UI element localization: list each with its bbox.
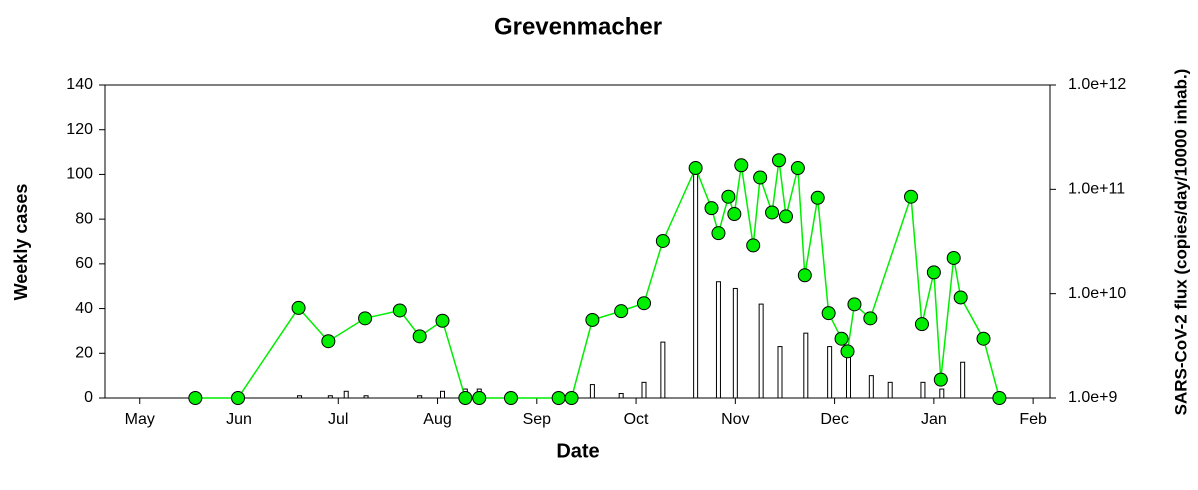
flux-point <box>797 268 812 283</box>
bar <box>440 390 445 399</box>
bar <box>845 352 851 399</box>
bar <box>803 332 809 399</box>
bar <box>589 384 595 399</box>
flux-point <box>926 265 941 280</box>
y-tick-label: 120 <box>66 121 93 138</box>
bar <box>827 346 833 399</box>
y-tick-label: 60 <box>75 255 93 272</box>
bar <box>887 381 893 399</box>
flux-point <box>321 334 336 349</box>
y2-tick-label: 1.0e+12 <box>1068 76 1126 93</box>
x-tick-label: Jun <box>226 411 252 428</box>
flux-point <box>778 209 793 224</box>
bar <box>868 375 874 399</box>
y-tick-label: 40 <box>75 300 93 317</box>
flux-point <box>953 290 968 305</box>
bar <box>715 281 721 399</box>
y2-tick-label: 1.0e+10 <box>1068 285 1126 302</box>
flux-point <box>734 158 749 173</box>
flux-point <box>914 317 929 332</box>
bar <box>297 395 303 399</box>
y-tick-label: 100 <box>66 166 93 183</box>
chart-title: Grevenmacher <box>494 13 662 40</box>
flux-point <box>564 391 579 405</box>
plot-frame <box>104 84 1051 399</box>
flux-point <box>840 344 855 359</box>
y-tick-label: 140 <box>66 76 93 93</box>
y-tick-label: 20 <box>75 345 93 362</box>
bar <box>758 303 764 399</box>
flux-point <box>863 311 878 326</box>
flux-point <box>721 189 736 204</box>
x-tick-label: Dec <box>820 411 848 428</box>
flux-point <box>503 391 518 405</box>
flux-point <box>847 297 862 312</box>
flux-point <box>810 190 825 205</box>
bar <box>693 164 699 399</box>
bar <box>960 361 966 399</box>
y-axis-label: Weekly cases <box>11 184 31 301</box>
flux-point <box>834 331 849 346</box>
flux-point <box>711 226 726 241</box>
x-tick-label: May <box>125 411 155 428</box>
flux-point <box>458 391 473 405</box>
y2-tick-label: 1.0e+9 <box>1068 389 1117 406</box>
y-tick-label: 0 <box>84 389 93 406</box>
x-tick-label: Jan <box>921 411 947 428</box>
flux-point <box>655 233 670 248</box>
bar <box>732 287 738 399</box>
bar <box>939 388 945 399</box>
flux-point <box>472 391 487 405</box>
flux-point <box>637 296 652 311</box>
flux-point <box>821 306 836 321</box>
bar <box>920 381 926 399</box>
bar <box>363 395 369 399</box>
flux-point <box>585 312 600 327</box>
bar <box>417 395 423 399</box>
flux-line <box>195 160 1001 399</box>
flux-point <box>765 205 780 220</box>
x-tick-label: Jul <box>328 411 348 428</box>
flux-point <box>746 238 761 253</box>
flux-point <box>688 161 703 176</box>
y-tick-label: 80 <box>75 210 93 227</box>
x-tick-label: Sep <box>523 411 552 428</box>
flux-point <box>435 313 450 328</box>
flux-point <box>412 329 427 344</box>
bar <box>641 381 647 399</box>
bar <box>618 393 624 399</box>
flux-point <box>231 391 246 405</box>
x-axis-label: Date <box>556 440 599 462</box>
x-tick-label: Oct <box>624 411 649 428</box>
bar <box>327 395 333 399</box>
flux-point <box>291 300 306 315</box>
flux-point <box>904 189 919 204</box>
bar <box>343 390 349 399</box>
flux-point <box>392 303 407 318</box>
flux-point <box>946 250 961 265</box>
flux-point <box>753 170 768 185</box>
bar <box>660 341 666 399</box>
flux-point <box>933 372 948 387</box>
flux-point <box>727 207 742 222</box>
flux-point <box>992 391 1007 405</box>
flux-point <box>614 304 629 319</box>
flux-point <box>772 153 787 168</box>
x-tick-label: Nov <box>721 411 749 428</box>
flux-point <box>790 161 805 176</box>
flux-point <box>358 311 373 326</box>
flux-point <box>551 391 566 405</box>
x-tick-label: Feb <box>1019 411 1047 428</box>
bar <box>777 346 783 399</box>
flux-point <box>976 331 991 346</box>
x-tick-label: Aug <box>423 411 451 428</box>
flux-point <box>188 391 203 405</box>
flux-point <box>704 201 719 216</box>
y2-axis-label: SARS-CoV-2 flux (copies/day/10000 inhab.… <box>1171 69 1190 416</box>
y2-tick-label: 1.0e+11 <box>1068 181 1125 198</box>
